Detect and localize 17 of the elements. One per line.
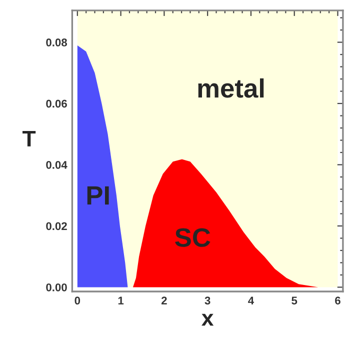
y-tick-label: 0.02 (46, 222, 67, 230)
x-tick-label: 6 (335, 296, 340, 305)
y-tick-label: 0.04 (46, 160, 68, 169)
y-tick-label: 0.06 (46, 100, 67, 108)
x-tick-label: 1 (118, 296, 124, 304)
x-axis-title: x (202, 314, 214, 326)
series-label: PI (87, 186, 109, 205)
band-label: metal (198, 78, 264, 98)
x-tick-label: 3 (204, 296, 210, 305)
series-label: SC (175, 228, 210, 247)
y-tick-label: 0.00 (46, 283, 67, 292)
x-tick-label: 0 (74, 296, 80, 305)
x-tick-label: 2 (161, 296, 167, 304)
x-tick-label: 4 (248, 296, 254, 304)
y-axis-title: T (22, 131, 36, 146)
y-tick-label: 0.08 (46, 38, 67, 46)
x-tick-label: 5 (292, 296, 298, 305)
